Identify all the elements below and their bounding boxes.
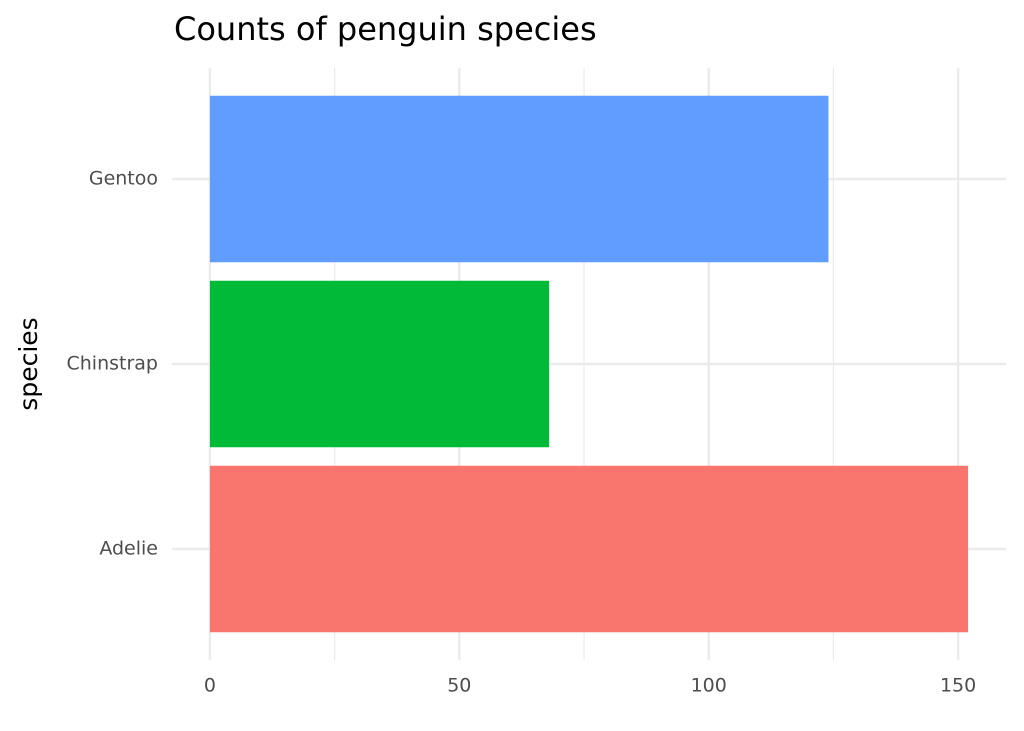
y-axis-label: species <box>14 317 43 410</box>
bar <box>209 280 550 448</box>
y-tick-label: Chinstrap <box>67 353 159 375</box>
bar <box>209 95 829 263</box>
x-tick-label: 150 <box>940 675 976 697</box>
y-tick-label: Adelie <box>99 538 158 560</box>
chart-title: Counts of penguin species <box>174 10 597 48</box>
y-tick-label: Gentoo <box>89 168 158 190</box>
bar <box>209 465 969 633</box>
x-tick-label: 50 <box>447 675 471 697</box>
x-tick-label: 100 <box>691 675 727 697</box>
x-tick-label: 0 <box>204 675 216 697</box>
